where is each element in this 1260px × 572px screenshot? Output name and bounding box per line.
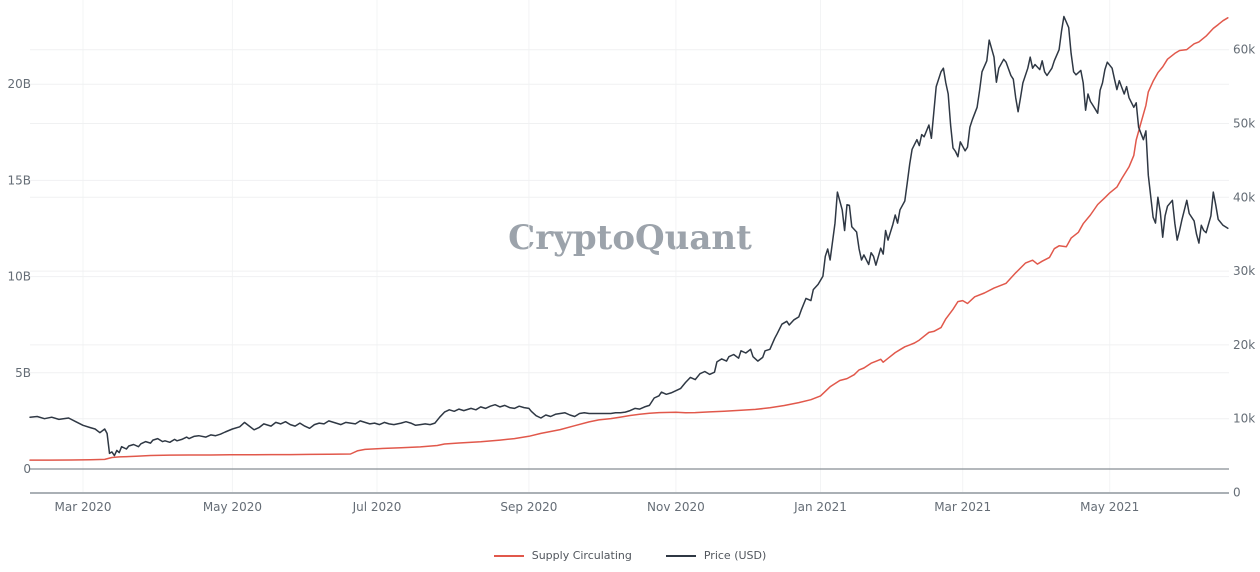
h-gridlines <box>30 49 1229 420</box>
svg-text:5B: 5B <box>15 366 31 380</box>
x-axis-labels: Mar 2020 May 2020 Jul 2020 Sep 2020 Nov 2020… <box>55 500 1140 514</box>
legend-item-price[interactable]: Price (USD) <box>665 549 767 562</box>
svg-text:Mar 2021: Mar 2021 <box>934 500 991 514</box>
legend: Supply Circulating Price (USD) <box>0 549 1260 562</box>
price-line-swatch <box>665 554 696 557</box>
legend-label-supply: Supply Circulating <box>531 549 632 562</box>
v-gridlines <box>82 0 1111 493</box>
supply-line-swatch <box>493 554 524 557</box>
left-axis-labels: 0 5B 10B 15B 20B <box>7 77 31 476</box>
svg-text:Jul 2020: Jul 2020 <box>352 500 402 514</box>
svg-text:Nov 2020: Nov 2020 <box>647 500 705 514</box>
right-axis-labels: 0 10k 20k 30k 40k 50k 60k <box>1233 43 1255 500</box>
plot-area[interactable] <box>30 0 1229 493</box>
supply-series-line <box>29 17 1229 461</box>
svg-text:15B: 15B <box>7 173 31 187</box>
svg-text:60k: 60k <box>1233 43 1255 57</box>
svg-text:Sep 2020: Sep 2020 <box>500 500 557 514</box>
svg-text:50k: 50k <box>1233 117 1255 131</box>
price-series-line <box>29 15 1229 457</box>
svg-text:30k: 30k <box>1233 264 1255 278</box>
svg-text:0: 0 <box>1233 486 1241 500</box>
watermark: CryptoQuant <box>0 218 1260 258</box>
svg-text:20B: 20B <box>7 77 31 91</box>
svg-text:10B: 10B <box>7 270 31 284</box>
svg-text:Mar 2020: Mar 2020 <box>55 500 112 514</box>
legend-label-price: Price (USD) <box>703 549 767 562</box>
svg-text:Jan 2021: Jan 2021 <box>793 500 847 514</box>
svg-text:10k: 10k <box>1233 412 1255 426</box>
svg-text:40k: 40k <box>1233 190 1255 204</box>
svg-text:May 2020: May 2020 <box>203 500 262 514</box>
svg-text:20k: 20k <box>1233 338 1255 352</box>
svg-text:0: 0 <box>23 462 31 476</box>
svg-text:May 2021: May 2021 <box>1080 500 1139 514</box>
legend-item-supply[interactable]: Supply Circulating <box>493 549 632 562</box>
